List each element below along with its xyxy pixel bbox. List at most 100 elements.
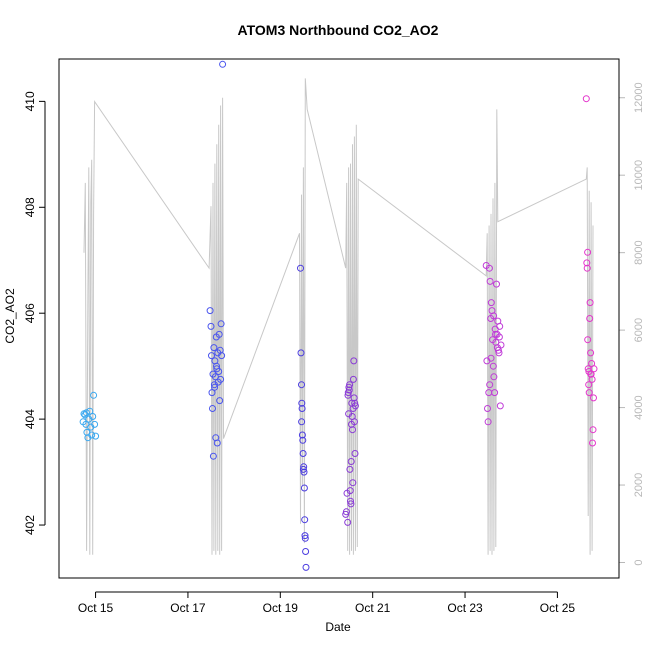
series-4-points <box>482 262 505 426</box>
data-point <box>216 397 224 405</box>
data-point <box>485 264 493 272</box>
data-point <box>302 548 310 555</box>
x-tick-label: Oct 23 <box>447 601 483 615</box>
data-point <box>86 407 94 415</box>
data-point <box>346 381 354 389</box>
data-point <box>585 389 593 397</box>
data-point <box>584 336 592 344</box>
data-point <box>486 381 494 389</box>
data-point <box>346 487 354 495</box>
data-point <box>493 280 500 288</box>
data-point <box>342 508 350 516</box>
data-point <box>345 386 353 394</box>
data-point <box>349 375 357 383</box>
data-point <box>300 463 308 471</box>
data-point <box>487 354 495 362</box>
data-point <box>491 389 499 397</box>
data-point <box>584 248 592 256</box>
data-point <box>92 432 100 440</box>
data-point <box>300 484 308 492</box>
data-point <box>349 426 356 434</box>
data-point <box>218 352 226 360</box>
data-point <box>301 516 309 524</box>
data-point <box>586 315 594 322</box>
data-point <box>493 344 501 352</box>
data-point <box>344 518 352 526</box>
data-point <box>82 409 90 417</box>
data-point <box>301 534 309 542</box>
data-point <box>587 349 595 357</box>
y-tick-label: 402 <box>23 515 37 535</box>
data-point <box>90 391 98 399</box>
data-point <box>490 312 498 320</box>
secondary-series-layer <box>83 78 594 555</box>
x-axis-label: Date <box>325 620 351 634</box>
y2-tick-label: 12000 <box>633 82 645 113</box>
data-point <box>496 322 504 330</box>
data-point <box>298 405 306 412</box>
y2-tick-label: 4000 <box>633 395 645 419</box>
y2-tick-label: 6000 <box>633 318 645 342</box>
data-point <box>217 320 225 328</box>
data-point <box>484 418 492 426</box>
data-point <box>207 322 215 330</box>
data-point <box>297 349 305 357</box>
series-3-points <box>342 357 359 526</box>
chart-title: ATOM3 Northbound CO2_AO2 <box>238 22 439 38</box>
data-point <box>495 333 503 341</box>
data-point <box>484 405 491 412</box>
data-point <box>586 299 594 307</box>
data-point <box>206 307 214 315</box>
data-point <box>347 500 355 508</box>
data-point <box>351 450 359 457</box>
data-point <box>89 413 97 420</box>
data-point <box>351 399 359 407</box>
data-point <box>213 439 221 447</box>
data-point <box>301 532 309 540</box>
data-point <box>585 381 593 389</box>
x-tick-label: Oct 15 <box>78 601 114 615</box>
data-point <box>208 352 215 360</box>
series-1-points <box>206 60 227 460</box>
data-point <box>486 277 494 285</box>
series-2-points <box>297 264 310 571</box>
data-point <box>351 402 359 410</box>
x-tick-label: Oct 17 <box>170 601 206 615</box>
x-tick-label: Oct 25 <box>540 601 576 615</box>
y2-tick-label: 10000 <box>633 160 645 191</box>
data-point <box>297 264 304 272</box>
data-point <box>496 402 504 410</box>
data-point <box>347 458 355 465</box>
y2-tick-label: 8000 <box>633 240 645 264</box>
y2-tick-label: 0 <box>633 559 645 565</box>
data-point <box>587 370 595 378</box>
data-point <box>88 431 96 439</box>
data-point <box>487 299 495 307</box>
data-point <box>583 259 591 267</box>
data-point <box>489 362 497 370</box>
series-0-points <box>79 391 100 442</box>
y-tick-label: 404 <box>23 409 37 429</box>
y-tick-label: 406 <box>23 303 37 323</box>
axes-layer: Oct 15 Oct 17 Oct 19 Oct 21 Oct 23 Oct 25 402 4… <box>23 82 645 614</box>
x-tick-label: Oct 21 <box>355 601 391 615</box>
data-point <box>350 394 358 402</box>
data-point <box>211 383 219 391</box>
data-point <box>210 344 218 352</box>
x-tick-label: Oct 19 <box>263 601 299 615</box>
data-point <box>299 450 307 457</box>
data-point <box>302 563 310 571</box>
data-point <box>213 362 220 370</box>
y-tick-label: 410 <box>23 91 37 111</box>
data-point <box>350 418 358 426</box>
y-axis-label: CO2_AO2 <box>3 288 17 344</box>
data-point <box>582 95 590 103</box>
data-point <box>349 479 357 487</box>
data-point <box>589 426 597 434</box>
plot-frame <box>58 58 620 579</box>
secondary-series-line <box>83 78 594 555</box>
data-point <box>79 418 87 426</box>
data-point <box>298 381 305 389</box>
data-point <box>219 60 227 68</box>
